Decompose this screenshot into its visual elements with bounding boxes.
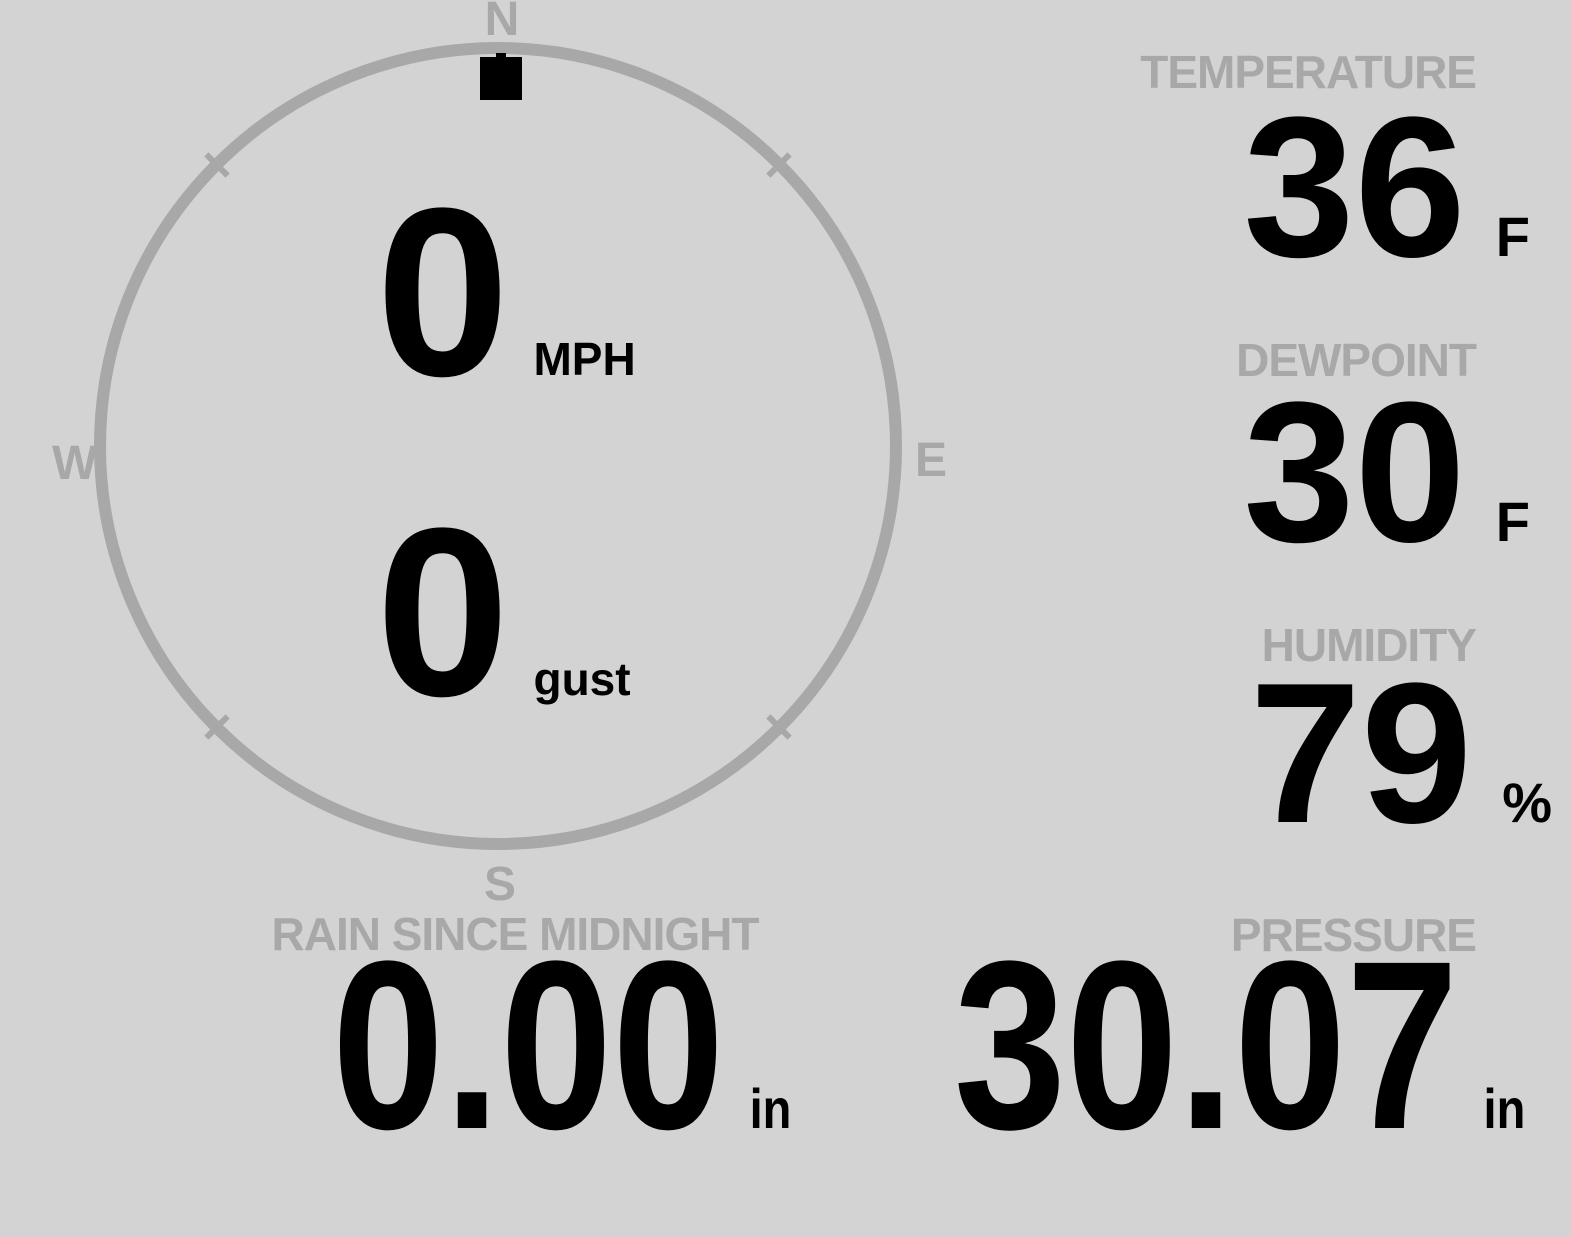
pressure-unit: in <box>1483 1077 1525 1140</box>
pressure-label: PRESSURE <box>1230 909 1477 961</box>
humidity-label: HUMIDITY <box>1261 619 1477 671</box>
wind-direction-marker <box>480 57 522 100</box>
humidity-value: 79 <box>1249 642 1473 865</box>
dewpoint-label: DEWPOINT <box>1236 334 1477 386</box>
temperature-unit: F <box>1495 205 1530 268</box>
wind-speed-value: 0 <box>376 158 510 426</box>
rain-value: 0.00 <box>332 911 725 1179</box>
dewpoint-reading: 30 F <box>1243 373 1530 573</box>
wind-gust-value: 0 <box>376 478 510 746</box>
compass-label-south: S <box>483 858 517 911</box>
wind-speed-reading: 0 MPH <box>376 172 636 412</box>
dewpoint-value: 30 <box>1243 361 1466 584</box>
rain-label: RAIN SINCE MIDNIGHT <box>271 908 760 960</box>
compass-label-east: E <box>915 434 948 487</box>
rain-reading: 0.00 in <box>332 925 791 1165</box>
compass-label-west: W <box>52 437 98 490</box>
humidity-reading: 79 % <box>1250 654 1552 854</box>
dewpoint-unit: F <box>1495 490 1530 553</box>
pressure-value: 30.07 <box>953 911 1458 1179</box>
temperature-value: 36 <box>1243 76 1466 299</box>
temperature-label: TEMPERATURE <box>1140 46 1477 98</box>
pressure-reading: 30.07 in <box>953 925 1525 1165</box>
rain-unit: in <box>749 1077 792 1140</box>
wind-direction-marker-tip <box>496 53 506 59</box>
compass-label-north: N <box>484 0 520 46</box>
wind-speed-unit: MPH <box>533 333 636 385</box>
wind-gust-unit: gust <box>533 653 631 705</box>
humidity-unit: % <box>1502 771 1552 834</box>
wind-gust-reading: 0 gust <box>376 492 631 732</box>
temperature-reading: 36 F <box>1243 88 1530 288</box>
